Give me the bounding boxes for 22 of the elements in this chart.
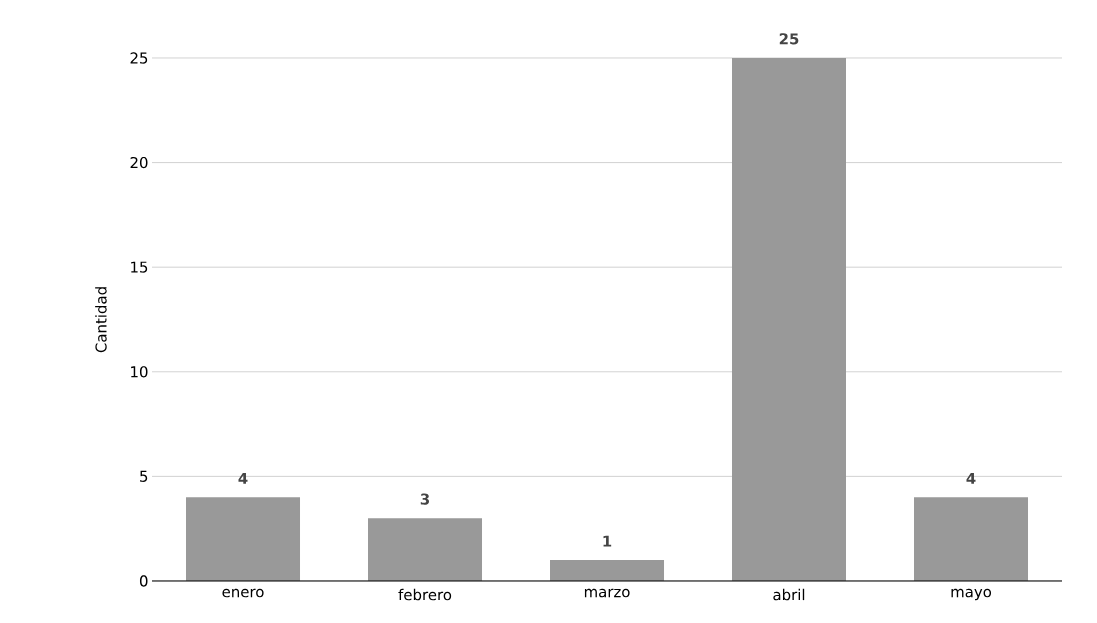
bar [732,57,847,581]
x-tick-label: abril [773,588,805,601]
y-tick-label: 5 [140,470,148,482]
y-axis-title: Cantidad [95,287,107,353]
data-label: 1 [603,535,612,547]
data-label: 4 [966,472,976,484]
bar [914,497,1029,581]
x-tick-label: enero [222,588,264,598]
y-tick-label: 15 [131,261,148,273]
data-label: 3 [420,493,430,505]
x-tick-label: febrero [398,588,452,601]
bar [186,497,301,581]
y-tick-label: 20 [130,156,148,169]
y-tick-label: 25 [130,52,148,64]
x-tick-label: marzo [584,588,630,598]
bar [368,518,483,581]
x-tick-label: mayo [951,588,992,601]
y-tick-label: 0 [139,575,148,587]
bar [550,560,665,581]
data-label: 25 [779,33,799,45]
y-tick-label: 10 [131,366,148,378]
data-label: 4 [238,472,248,484]
